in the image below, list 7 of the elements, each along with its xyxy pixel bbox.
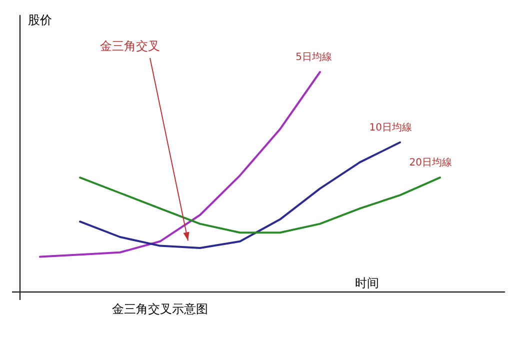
series-label: 5日均線 — [296, 51, 332, 63]
y-axis-title: 股价 — [28, 13, 52, 27]
series-label: 10日均線 — [369, 121, 412, 134]
text: 金三角交叉示意图 — [112, 302, 208, 316]
text: 金三角交叉 — [100, 39, 160, 53]
x-axis-title: 时间 — [355, 276, 379, 290]
series-label: 20日均線 — [409, 156, 452, 169]
